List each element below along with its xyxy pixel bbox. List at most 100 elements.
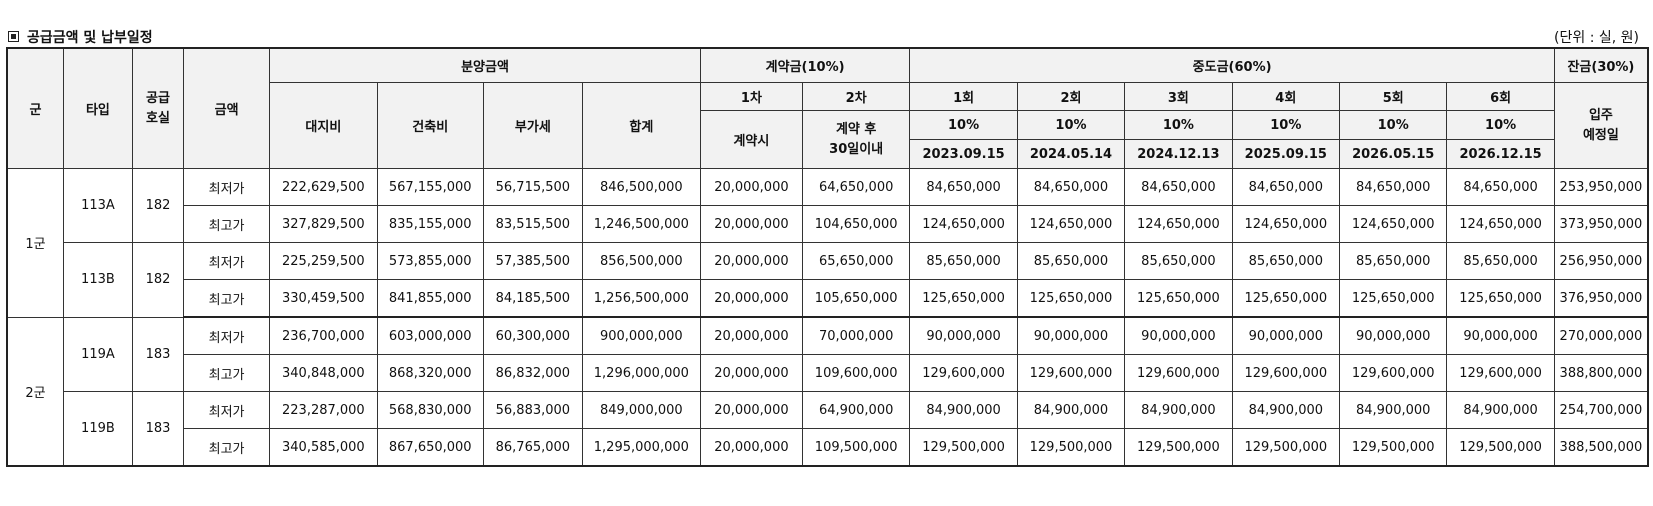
middle-payment-cell: 90,000,000 — [1016, 316, 1126, 355]
header-middle-pct: 10% — [1231, 110, 1341, 140]
middle-payment-cell: 85,650,000 — [1016, 242, 1126, 280]
balance-cell: 254,700,000 — [1553, 391, 1649, 429]
header-middle-pct: 10% — [1446, 110, 1555, 140]
price-label-cell: 최저가 — [183, 391, 271, 429]
middle-payment-cell: 125,650,000 — [1338, 279, 1448, 318]
building-cost-cell: 573,855,000 — [376, 242, 484, 280]
middle-payment-cell: 85,650,000 — [1338, 242, 1448, 280]
price-label-cell: 최고가 — [183, 428, 271, 467]
vat-cell: 56,883,000 — [482, 391, 583, 429]
building-cost-cell: 568,830,000 — [376, 391, 484, 429]
header-middle-round: 3회 — [1124, 82, 1233, 111]
middle-payment-cell: 125,650,000 — [909, 279, 1018, 318]
middle-payment-cell: 129,500,000 — [909, 428, 1018, 467]
header-middle-date: 2024.12.13 — [1124, 139, 1233, 169]
middle-payment-cell: 90,000,000 — [909, 316, 1018, 355]
header-land: 대지비 — [269, 82, 378, 169]
total-cell: 849,000,000 — [581, 391, 701, 429]
balance-cell: 270,000,000 — [1553, 316, 1649, 355]
middle-payment-cell: 85,650,000 — [909, 242, 1018, 280]
contract-1-cell: 20,000,000 — [699, 391, 803, 429]
vat-cell: 86,832,000 — [482, 354, 583, 392]
group-cell: 2군 — [6, 316, 64, 467]
building-cost-cell: 867,650,000 — [376, 428, 484, 467]
header-type: 타입 — [62, 47, 133, 169]
header-contract-2-when-text: 계약 후 30일이내 — [829, 121, 884, 157]
contract-2-cell: 105,650,000 — [801, 279, 911, 318]
middle-payment-cell: 129,600,000 — [1016, 354, 1126, 392]
contract-1-cell: 20,000,000 — [699, 316, 803, 355]
table-row: 113B 182 최저가 225,259,500 573,855,000 57,385,5… — [7, 242, 1649, 318]
middle-payment-cell: 84,650,000 — [909, 168, 1018, 206]
middle-payment-cell: 129,600,000 — [1124, 354, 1233, 392]
balance-cell: 388,800,000 — [1553, 354, 1649, 392]
supply-price-table: 군 타입 공급호실 금액 분양금액 계약금(10%) 중도금(60%) 잔금(3… — [6, 47, 1649, 467]
middle-payment-cell: 84,900,000 — [1016, 391, 1126, 429]
middle-payment-cell: 125,650,000 — [1446, 279, 1555, 318]
building-cost-cell: 835,155,000 — [376, 205, 484, 243]
header-middle: 중도금(60%) — [909, 47, 1555, 83]
vat-cell: 57,385,500 — [482, 242, 583, 280]
middle-payment-cell: 90,000,000 — [1338, 316, 1448, 355]
price-label-cell: 최저가 — [183, 316, 271, 355]
contract-2-cell: 109,500,000 — [801, 428, 911, 467]
header-middle-date: 2026.12.15 — [1446, 139, 1555, 169]
middle-payment-cell: 85,650,000 — [1231, 242, 1341, 280]
balance-cell: 373,950,000 — [1553, 205, 1649, 243]
middle-payment-cell: 129,500,000 — [1338, 428, 1448, 467]
group-cell: 1군 — [6, 168, 64, 318]
middle-payment-cell: 84,900,000 — [909, 391, 1018, 429]
total-cell: 846,500,000 — [581, 168, 701, 206]
table-row: 최고가 327,829,500 835,155,000 83,515,500 1,246… — [7, 205, 1649, 243]
contract-2-cell: 64,900,000 — [801, 391, 911, 429]
middle-payment-cell: 129,500,000 — [1231, 428, 1341, 467]
vat-cell: 60,300,000 — [482, 316, 583, 355]
contract-2-cell: 70,000,000 — [801, 316, 911, 355]
middle-payment-cell: 90,000,000 — [1446, 316, 1555, 355]
middle-payment-cell: 124,650,000 — [1016, 205, 1126, 243]
table-row: 최고가 340,848,000 868,320,000 86,832,000 1,296… — [7, 354, 1649, 392]
total-cell: 1,256,500,000 — [581, 279, 701, 318]
contract-1-cell: 20,000,000 — [699, 168, 803, 206]
header-middle-pct: 10% — [1016, 110, 1126, 140]
type-cell: 113A — [62, 168, 133, 243]
header-middle-round: 2회 — [1016, 82, 1126, 111]
middle-payment-cell: 125,650,000 — [1231, 279, 1341, 318]
header-vat: 부가세 — [482, 82, 583, 169]
contract-2-cell: 104,650,000 — [801, 205, 911, 243]
middle-payment-cell: 124,650,000 — [1338, 205, 1448, 243]
supply-units-cell: 183 — [131, 316, 185, 392]
middle-payment-cell: 124,650,000 — [1231, 205, 1341, 243]
balance-cell: 376,950,000 — [1553, 279, 1649, 318]
middle-payment-cell: 85,650,000 — [1124, 242, 1233, 280]
header-supply-units-text: 공급호실 — [146, 90, 170, 126]
supply-units-cell: 183 — [131, 391, 185, 467]
table-row: 최고가 330,459,500 841,855,000 84,185,500 1,256… — [7, 279, 1649, 318]
header-contract-1-when: 계약시 — [699, 110, 803, 169]
middle-payment-cell: 124,650,000 — [1446, 205, 1555, 243]
contract-2-cell: 65,650,000 — [801, 242, 911, 280]
square-bullet-icon — [8, 31, 19, 42]
middle-payment-cell: 129,600,000 — [1446, 354, 1555, 392]
middle-payment-cell: 90,000,000 — [1124, 316, 1233, 355]
land-cost-cell: 222,629,500 — [269, 168, 378, 206]
contract-2-cell: 64,650,000 — [801, 168, 911, 206]
land-cost-cell: 225,259,500 — [269, 242, 378, 280]
contract-1-cell: 20,000,000 — [699, 205, 803, 243]
middle-payment-cell: 125,650,000 — [1016, 279, 1126, 318]
header-supply-units: 공급호실 — [131, 47, 185, 169]
total-cell: 900,000,000 — [581, 316, 701, 355]
header-middle-round: 6회 — [1446, 82, 1555, 111]
middle-payment-cell: 129,600,000 — [1231, 354, 1341, 392]
middle-payment-cell: 124,650,000 — [1124, 205, 1233, 243]
total-cell: 1,296,000,000 — [581, 354, 701, 392]
header-middle-pct: 10% — [1124, 110, 1233, 140]
type-cell: 119A — [62, 316, 133, 392]
header-middle-round: 4회 — [1231, 82, 1341, 111]
middle-payment-cell: 129,600,000 — [1338, 354, 1448, 392]
middle-payment-cell: 85,650,000 — [1446, 242, 1555, 280]
table-body: 1군 113A 182 최저가 222,629,500 567,155,000 56,715… — [6, 168, 1649, 467]
middle-payment-cell: 84,650,000 — [1231, 168, 1341, 206]
header-balance: 잔금(30%) — [1553, 47, 1649, 83]
